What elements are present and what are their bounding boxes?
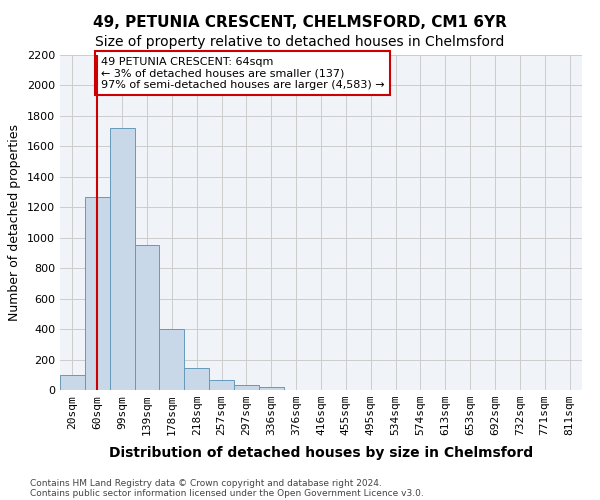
- Bar: [234, 384, 259, 390]
- Text: 49 PETUNIA CRESCENT: 64sqm
← 3% of detached houses are smaller (137)
97% of semi: 49 PETUNIA CRESCENT: 64sqm ← 3% of detac…: [101, 56, 385, 90]
- Text: 49, PETUNIA CRESCENT, CHELMSFORD, CM1 6YR: 49, PETUNIA CRESCENT, CHELMSFORD, CM1 6Y…: [93, 15, 507, 30]
- Bar: [110, 128, 134, 390]
- Text: Contains HM Land Registry data © Crown copyright and database right 2024.: Contains HM Land Registry data © Crown c…: [30, 478, 382, 488]
- Y-axis label: Number of detached properties: Number of detached properties: [8, 124, 22, 321]
- Text: Size of property relative to detached houses in Chelmsford: Size of property relative to detached ho…: [95, 35, 505, 49]
- Bar: [184, 368, 209, 390]
- Bar: [60, 375, 85, 390]
- Bar: [160, 329, 184, 390]
- Bar: [134, 246, 160, 390]
- Bar: [259, 387, 284, 390]
- X-axis label: Distribution of detached houses by size in Chelmsford: Distribution of detached houses by size …: [109, 446, 533, 460]
- Bar: [209, 380, 234, 390]
- Text: Contains public sector information licensed under the Open Government Licence v3: Contains public sector information licen…: [30, 488, 424, 498]
- Bar: [85, 196, 110, 390]
